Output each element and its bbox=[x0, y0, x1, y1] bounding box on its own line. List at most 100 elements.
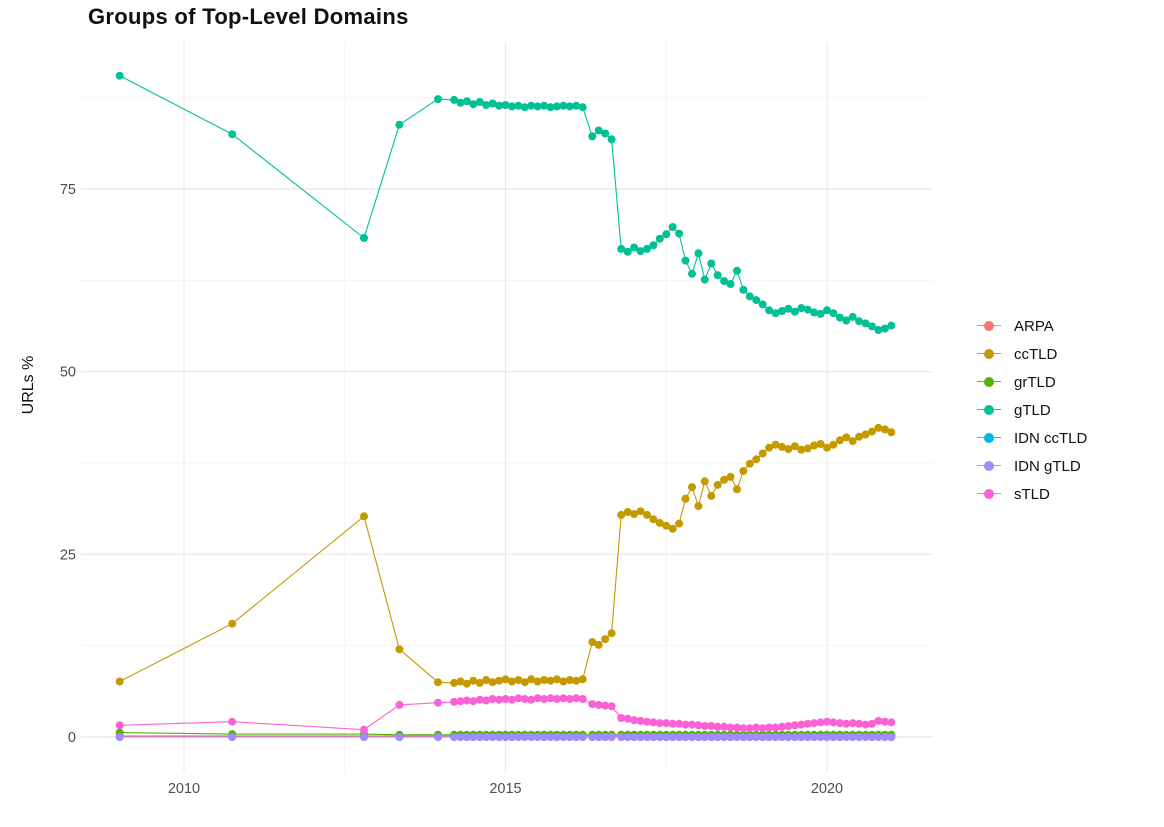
legend-label: grTLD bbox=[1014, 373, 1056, 391]
data-point bbox=[733, 723, 741, 732]
legend-label: IDN gTLD bbox=[1014, 457, 1081, 475]
legend-key bbox=[976, 372, 1002, 392]
data-point bbox=[594, 700, 603, 709]
data-point bbox=[765, 306, 774, 315]
data-point bbox=[456, 98, 465, 107]
data-point bbox=[643, 733, 651, 741]
data-point bbox=[745, 733, 754, 741]
data-point bbox=[739, 733, 748, 741]
data-point bbox=[540, 733, 549, 741]
legend-key-dot-icon bbox=[984, 321, 994, 331]
data-point bbox=[688, 733, 696, 741]
data-point bbox=[601, 635, 610, 644]
data-point bbox=[855, 317, 864, 326]
data-point bbox=[848, 733, 857, 741]
x-tick-label: 2010 bbox=[168, 781, 200, 797]
data-point bbox=[462, 679, 471, 688]
data-point bbox=[395, 733, 404, 741]
data-point bbox=[861, 430, 870, 439]
data-point bbox=[588, 700, 597, 709]
data-point bbox=[115, 71, 124, 80]
legend-key-dot-icon bbox=[984, 433, 994, 443]
data-point bbox=[617, 510, 626, 519]
data-point bbox=[578, 675, 587, 684]
data-point bbox=[601, 129, 610, 138]
data-point bbox=[778, 722, 786, 731]
data-point bbox=[771, 440, 780, 449]
data-point bbox=[450, 697, 459, 706]
data-point bbox=[668, 524, 677, 533]
grid-minor bbox=[81, 42, 933, 772]
data-point bbox=[810, 733, 819, 741]
data-point bbox=[607, 629, 616, 638]
data-point bbox=[636, 247, 645, 256]
legend: ARPA ccTLD grTLD gTLD bbox=[976, 316, 1087, 504]
data-point bbox=[594, 640, 603, 649]
data-point bbox=[745, 724, 754, 733]
legend-item: IDN ccTLD bbox=[976, 428, 1087, 448]
data-point bbox=[507, 677, 516, 686]
data-point bbox=[228, 130, 237, 139]
data-point bbox=[450, 678, 459, 687]
legend-item: IDN gTLD bbox=[976, 456, 1087, 476]
data-point bbox=[456, 697, 465, 706]
data-point bbox=[578, 103, 587, 112]
data-point bbox=[675, 733, 684, 741]
data-point bbox=[758, 724, 767, 733]
data-point bbox=[694, 721, 703, 730]
data-point bbox=[649, 241, 658, 250]
data-point bbox=[726, 472, 735, 481]
data-point bbox=[360, 512, 368, 521]
data-point bbox=[868, 733, 876, 741]
data-point bbox=[842, 733, 851, 741]
data-point bbox=[514, 733, 523, 741]
series-stld bbox=[115, 694, 896, 734]
data-point bbox=[395, 700, 404, 709]
data-point bbox=[617, 733, 626, 741]
data-point bbox=[617, 244, 626, 253]
data-point bbox=[707, 259, 716, 268]
data-point bbox=[778, 733, 786, 741]
data-point bbox=[784, 304, 793, 313]
data-point bbox=[720, 733, 729, 741]
data-point bbox=[726, 723, 735, 732]
data-point bbox=[572, 101, 581, 110]
data-point bbox=[520, 678, 529, 687]
y-axis-title: URLs % bbox=[20, 355, 37, 415]
data-point bbox=[707, 722, 716, 730]
data-point bbox=[848, 437, 857, 446]
legend-key-dot-icon bbox=[984, 349, 994, 359]
data-point bbox=[546, 103, 555, 112]
chart-title: Groups of Top-Level Domains bbox=[88, 4, 409, 29]
data-point bbox=[482, 733, 491, 741]
legend-label: IDN ccTLD bbox=[1014, 429, 1088, 447]
data-point bbox=[790, 733, 799, 741]
data-point bbox=[874, 326, 883, 334]
data-point bbox=[507, 695, 516, 704]
data-point bbox=[675, 519, 684, 528]
data-point bbox=[482, 696, 491, 705]
data-point bbox=[594, 733, 603, 741]
data-point bbox=[694, 733, 703, 741]
data-point bbox=[681, 494, 690, 503]
data-point bbox=[469, 697, 478, 706]
legend-label: ccTLD bbox=[1014, 345, 1058, 363]
data-point bbox=[434, 678, 442, 687]
data-point bbox=[829, 309, 838, 318]
data-point bbox=[681, 720, 690, 729]
data-point bbox=[533, 102, 542, 111]
data-point bbox=[848, 312, 857, 321]
data-point bbox=[630, 716, 639, 725]
data-point bbox=[868, 322, 876, 331]
data-point bbox=[649, 718, 658, 727]
data-point bbox=[694, 502, 703, 511]
data-point bbox=[668, 223, 677, 231]
data-point bbox=[810, 308, 819, 317]
data-point bbox=[533, 694, 542, 703]
data-point bbox=[469, 733, 478, 741]
data-point bbox=[694, 249, 703, 258]
data-point bbox=[868, 719, 876, 728]
data-point bbox=[733, 266, 741, 275]
data-point bbox=[578, 695, 587, 703]
